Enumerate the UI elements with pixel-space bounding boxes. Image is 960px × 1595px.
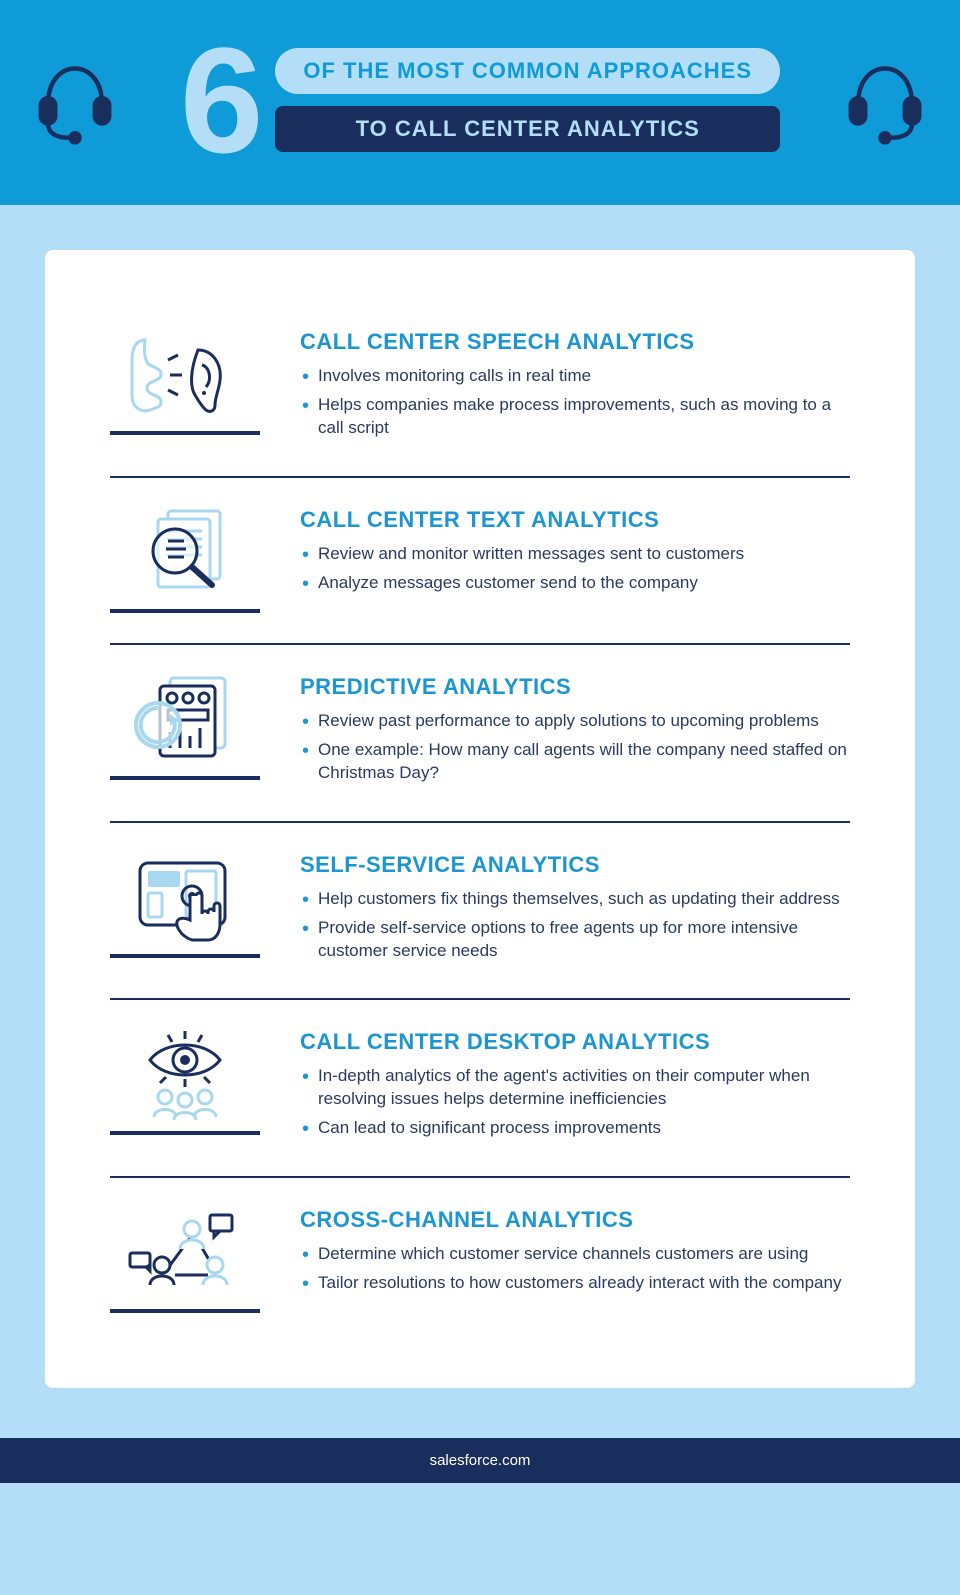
item-bullets: Involves monitoring calls in real time H… [300,365,850,440]
list-item: CROSS-CHANNEL ANALYTICS Determine which … [110,1176,850,1343]
title-stack: OF THE MOST COMMON APPROACHES TO CALL CE… [275,48,780,152]
network-people-icon [120,1203,250,1303]
title-line2: TO CALL CENTER ANALYTICS [275,106,780,152]
header-number: 6 [180,40,257,160]
magnify-docs-icon [120,503,250,603]
list-item: CALL CENTER SPEECH ANALYTICS Involves mo… [110,300,850,476]
header: 6 OF THE MOST COMMON APPROACHES TO CALL … [0,0,960,205]
item-bullets: Determine which customer service channel… [300,1243,850,1295]
list-item: CALL CENTER TEXT ANALYTICS Review and mo… [110,476,850,643]
body: CALL CENTER SPEECH ANALYTICS Involves mo… [0,205,960,1438]
item-title: CALL CENTER DESKTOP ANALYTICS [300,1029,850,1055]
item-title: CALL CENTER SPEECH ANALYTICS [300,329,850,355]
footer-text: salesforce.com [430,1452,531,1469]
title-line1: OF THE MOST COMMON APPROACHES [275,48,780,94]
headset-icon [30,55,120,145]
list-item: PREDICTIVE ANALYTICS Review past perform… [110,643,850,821]
list-item: SELF-SERVICE ANALYTICS Help customers fi… [110,821,850,999]
dashboard-refresh-icon [120,670,250,770]
item-title: PREDICTIVE ANALYTICS [300,674,850,700]
item-title: CROSS-CHANNEL ANALYTICS [300,1207,850,1233]
list-item: CALL CENTER DESKTOP ANALYTICS In-depth a… [110,998,850,1176]
item-bullets: Review past performance to apply solutio… [300,710,850,785]
card: CALL CENTER SPEECH ANALYTICS Involves mo… [45,250,915,1388]
footer: salesforce.com [0,1438,960,1483]
touchscreen-icon [120,848,250,948]
eye-people-icon [120,1025,250,1125]
item-bullets: Review and monitor written messages sent… [300,543,850,595]
item-bullets: Help customers fix things themselves, su… [300,888,850,963]
item-title: CALL CENTER TEXT ANALYTICS [300,507,850,533]
phone-ear-icon [120,325,250,425]
item-title: SELF-SERVICE ANALYTICS [300,852,850,878]
headset-icon [840,55,930,145]
item-bullets: In-depth analytics of the agent's activi… [300,1065,850,1140]
